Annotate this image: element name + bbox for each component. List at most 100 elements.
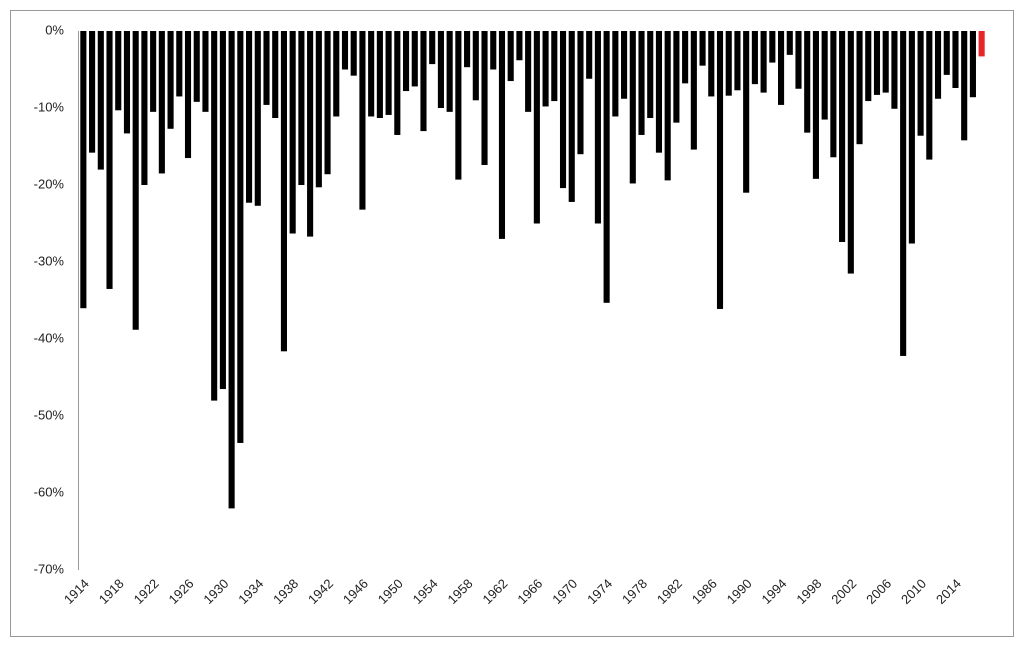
bar xyxy=(804,31,811,133)
bar xyxy=(420,31,427,132)
bar xyxy=(812,31,819,179)
bar xyxy=(943,31,950,75)
bar xyxy=(359,31,366,210)
bar xyxy=(193,31,200,102)
bar xyxy=(647,31,654,119)
bar xyxy=(725,31,732,96)
bar xyxy=(211,31,218,401)
bar xyxy=(115,31,122,111)
bar xyxy=(769,31,776,63)
y-tick-label: -40% xyxy=(34,330,65,345)
bar xyxy=(621,31,628,99)
frame xyxy=(10,10,1014,637)
bar xyxy=(673,31,680,123)
bar xyxy=(289,31,296,234)
bar xyxy=(167,31,174,129)
y-tick-label: -60% xyxy=(34,484,65,499)
bar xyxy=(908,31,915,244)
bar xyxy=(350,31,357,76)
bar xyxy=(272,31,279,119)
bar xyxy=(873,31,881,95)
bar xyxy=(795,31,802,89)
bar xyxy=(333,31,340,117)
bar xyxy=(603,31,610,303)
bar xyxy=(507,31,514,82)
bar xyxy=(307,31,314,237)
bar xyxy=(821,31,828,120)
bar xyxy=(865,31,872,102)
bar xyxy=(429,31,436,65)
bar xyxy=(577,31,584,155)
bar xyxy=(969,31,976,98)
bar xyxy=(368,31,375,117)
bar xyxy=(516,31,523,61)
y-tick-label: -30% xyxy=(34,253,65,268)
bar xyxy=(699,31,706,66)
bar xyxy=(411,31,418,87)
bar xyxy=(150,31,157,112)
bar xyxy=(551,31,558,102)
bar xyxy=(394,31,401,135)
bar xyxy=(760,31,767,93)
bar xyxy=(490,31,497,70)
bar xyxy=(219,31,226,390)
bar xyxy=(533,31,540,224)
bar xyxy=(751,31,758,85)
bar xyxy=(568,31,575,202)
bar xyxy=(184,31,192,159)
bar xyxy=(664,31,671,181)
bar xyxy=(839,31,846,242)
bar xyxy=(246,31,253,203)
bar xyxy=(594,31,601,224)
bar xyxy=(464,31,471,68)
bar xyxy=(280,31,287,352)
bar xyxy=(481,31,488,165)
bar xyxy=(612,31,619,117)
bar xyxy=(402,31,410,92)
bar xyxy=(385,31,392,115)
bar xyxy=(638,31,645,135)
bar xyxy=(629,31,636,184)
bar xyxy=(324,31,331,175)
bar xyxy=(446,31,453,112)
bar xyxy=(237,31,244,443)
bar xyxy=(961,31,968,141)
bar xyxy=(682,31,689,84)
bar xyxy=(89,31,96,153)
bar xyxy=(716,31,724,309)
bar xyxy=(97,31,104,170)
bar xyxy=(455,31,462,180)
bar xyxy=(708,31,715,97)
bar xyxy=(254,31,261,206)
bar xyxy=(263,31,270,105)
bar xyxy=(498,31,506,239)
bar xyxy=(376,31,383,119)
bar xyxy=(743,31,750,193)
bar xyxy=(586,31,593,79)
y-tick-label: -50% xyxy=(34,407,65,422)
bar xyxy=(778,31,785,105)
bar xyxy=(437,31,444,108)
y-tick-label: -10% xyxy=(34,99,65,114)
bar xyxy=(341,31,349,70)
y-tick-label: -20% xyxy=(34,176,65,191)
bar xyxy=(298,31,305,185)
bar xyxy=(176,31,183,97)
y-tick-label: -70% xyxy=(34,561,65,576)
bar xyxy=(525,31,532,112)
bar xyxy=(900,31,907,356)
bar xyxy=(934,31,942,99)
bar xyxy=(926,31,933,160)
bar xyxy=(847,31,854,274)
bar xyxy=(202,31,209,112)
bar xyxy=(559,31,567,189)
bar xyxy=(830,31,837,158)
bar xyxy=(786,31,793,55)
bar xyxy=(542,31,549,107)
bar xyxy=(123,31,131,134)
bar xyxy=(472,31,479,101)
bar xyxy=(978,31,985,57)
bar xyxy=(132,31,139,330)
bar xyxy=(106,31,113,289)
